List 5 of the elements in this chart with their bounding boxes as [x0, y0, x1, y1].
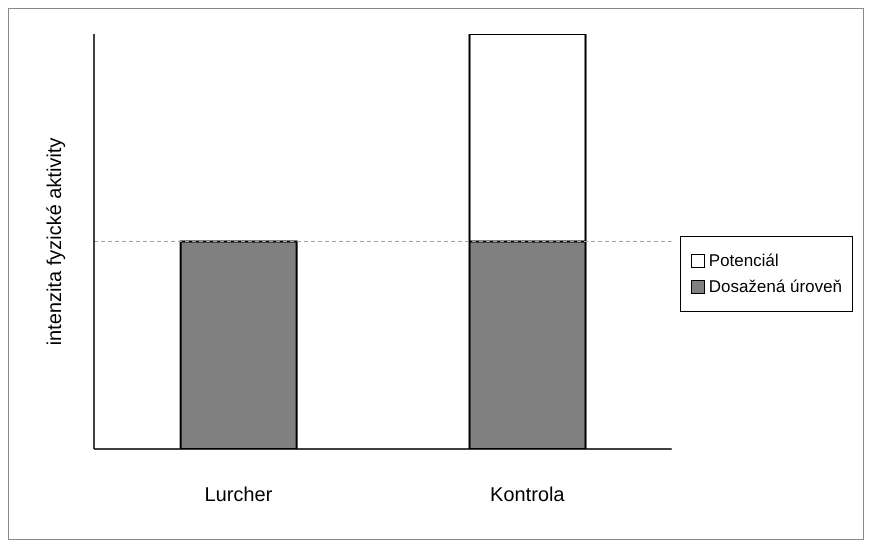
legend-label: Dosažená úroveň: [708, 277, 842, 297]
x-tick-label: Lurcher: [204, 484, 273, 506]
legend-label: Potenciál: [708, 251, 779, 271]
y-axis-title: intenzita fyzické aktivity: [44, 138, 66, 346]
x-tick-label: Kontrola: [490, 484, 566, 506]
